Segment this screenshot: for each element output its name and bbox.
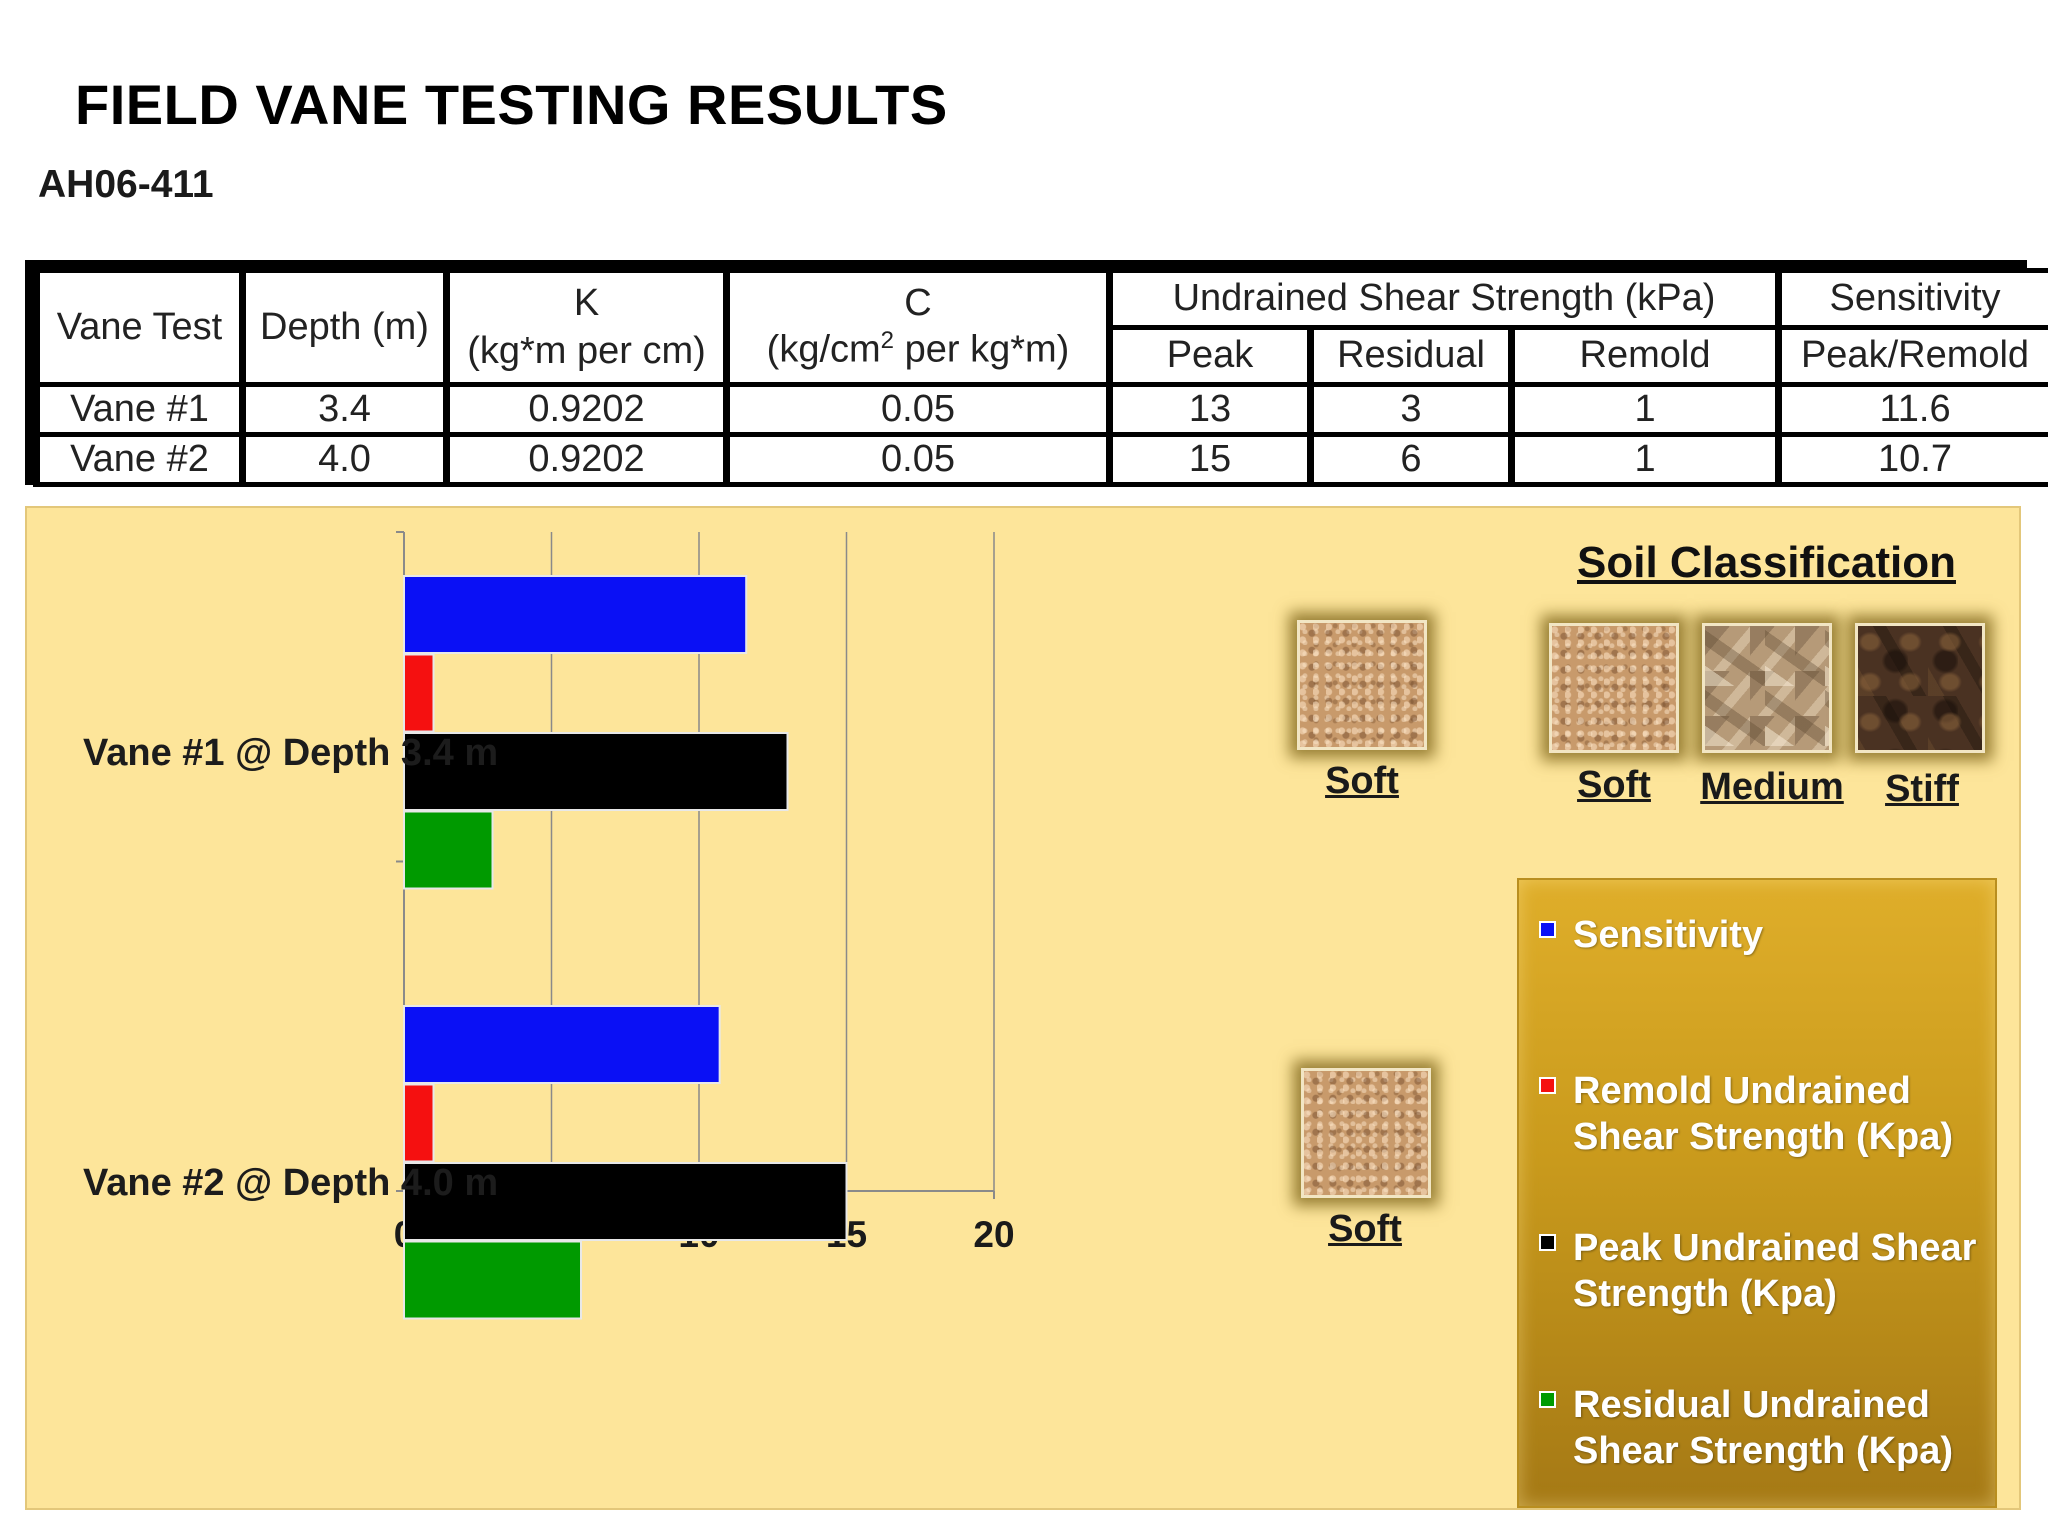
soil-result-label-vane-1: Soft — [1325, 760, 1399, 802]
soil-scale-tile-stiff — [1855, 623, 1985, 753]
header-c: C (kg/cm2 per kg*m) — [730, 273, 1106, 382]
bar-2-4 — [403, 1240, 582, 1320]
bar-1-1 — [403, 575, 748, 654]
header-depth: Depth (m) — [246, 273, 443, 382]
header-c-units-b: per kg*m) — [894, 328, 1070, 371]
legend-label-peak: Peak Undrained Shear Strength (Kpa) — [1573, 1227, 1977, 1315]
bar-chart: 05101520 — [394, 531, 1015, 1320]
header-c-exponent: 2 — [880, 327, 895, 355]
bar-2-2 — [403, 1083, 435, 1163]
page-title: FIELD VANE TESTING RESULTS — [75, 73, 948, 136]
cell-peak: 15 — [1113, 437, 1307, 482]
category-label-vane-1: Vane #1 @ Depth 3.4 m — [83, 732, 499, 774]
x-tick-label: 20 — [973, 1214, 1014, 1255]
legend-swatch-remold — [1539, 1077, 1556, 1094]
header-c-units-a: (kg/cm — [766, 328, 881, 371]
soil-result-label-vane-2: Soft — [1328, 1208, 1402, 1250]
legend-label-residual: Residual Undrained Shear Strength (Kpa) — [1573, 1384, 1954, 1472]
borehole-id: AH06-411 — [38, 163, 214, 206]
cell-peak: 13 — [1113, 387, 1307, 432]
header-c-units: (kg/cm2 per kg*m) — [730, 328, 1106, 371]
soil-scale-label-soft: Soft — [1577, 764, 1651, 806]
legend-label-remold: Remold Undrained Shear Strength (Kpa) — [1573, 1070, 1954, 1158]
cell-residual: 3 — [1314, 387, 1508, 432]
chart-panel: 05101520 Vane #1 @ Depth 3.4 m Vane #2 @… — [25, 506, 2021, 1510]
legend-label-sensitivity: Sensitivity — [1573, 914, 1764, 956]
header-residual: Residual — [1314, 330, 1508, 382]
table-row: Vane #2 4.0 0.9202 0.05 15 6 1 10.7 — [40, 437, 2048, 482]
bar-1-4 — [403, 810, 494, 890]
cell-k: 0.9202 — [450, 387, 723, 432]
cell-remold: 1 — [1515, 387, 1776, 432]
header-remold: Remold — [1515, 330, 1776, 382]
cell-depth: 3.4 — [246, 387, 443, 432]
cell-vane: Vane #1 — [40, 387, 239, 432]
header-undrained-shear-strength: Undrained Shear Strength (kPa) — [1113, 273, 1776, 325]
soil-result-tile-vane-2 — [1301, 1068, 1431, 1198]
results-table: Vane Test Depth (m) K (kg*m per cm) C (k… — [33, 268, 2048, 487]
soil-scale-label-medium: Medium — [1700, 766, 1844, 808]
cell-sensitivity: 10.7 — [1782, 437, 2048, 482]
legend-swatch-sensitivity — [1539, 921, 1556, 938]
bar-1-3 — [403, 732, 789, 811]
chart-legend: Sensitivity Remold Undrained Shear Stren… — [1517, 878, 1997, 1508]
cell-vane: Vane #2 — [40, 437, 239, 482]
bar-2-3 — [403, 1162, 848, 1241]
cell-residual: 6 — [1314, 437, 1508, 482]
header-k-symbol: K — [573, 281, 600, 324]
header-k: K (kg*m per cm) — [450, 273, 723, 382]
header-k-units: (kg*m per cm) — [467, 329, 706, 372]
cell-k: 0.9202 — [450, 437, 723, 482]
soil-scale-tile-medium — [1702, 623, 1832, 753]
cell-c: 0.05 — [730, 437, 1106, 482]
legend-swatch-residual — [1539, 1391, 1556, 1408]
cell-depth: 4.0 — [246, 437, 443, 482]
table-row: Vane #1 3.4 0.9202 0.05 13 3 1 11.6 — [40, 387, 2048, 432]
results-table-container: Vane Test Depth (m) K (kg*m per cm) C (k… — [25, 260, 2048, 487]
soil-scale-tile-soft — [1549, 623, 1679, 753]
category-label-vane-2: Vane #2 @ Depth 4.0 m — [83, 1162, 499, 1204]
header-peak: Peak — [1113, 330, 1307, 382]
soil-classification-title: Soil Classification — [1577, 538, 1956, 587]
bar-2-1 — [403, 1005, 721, 1084]
header-peak-remold: Peak/Remold — [1782, 330, 2048, 382]
legend-swatch-peak — [1539, 1234, 1556, 1251]
header-c-symbol: C — [904, 282, 932, 325]
header-vane-test: Vane Test — [40, 273, 239, 382]
header-sensitivity: Sensitivity — [1782, 273, 2048, 325]
bar-1-2 — [403, 653, 435, 733]
cell-remold: 1 — [1515, 437, 1776, 482]
soil-result-tile-vane-1 — [1297, 620, 1427, 750]
soil-scale-label-stiff: Stiff — [1885, 768, 1959, 810]
cell-sensitivity: 11.6 — [1782, 387, 2048, 432]
cell-c: 0.05 — [730, 387, 1106, 432]
